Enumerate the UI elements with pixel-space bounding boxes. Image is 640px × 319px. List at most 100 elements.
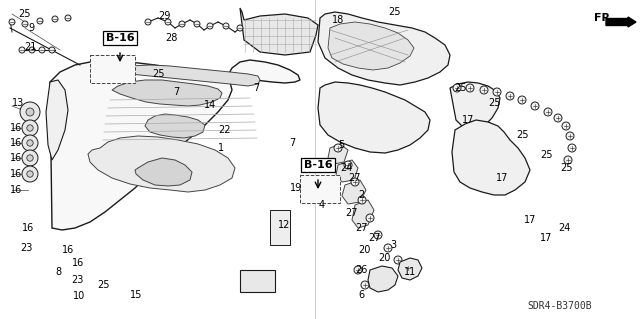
- Text: 5: 5: [338, 140, 344, 150]
- Polygon shape: [145, 114, 205, 138]
- Circle shape: [29, 47, 35, 53]
- Polygon shape: [135, 158, 192, 186]
- FancyArrow shape: [606, 17, 636, 27]
- Circle shape: [145, 19, 151, 25]
- Circle shape: [568, 144, 576, 152]
- Circle shape: [237, 25, 243, 31]
- Text: 16: 16: [10, 123, 22, 133]
- Circle shape: [27, 140, 33, 146]
- Bar: [300, 175, 340, 203]
- Text: 11: 11: [404, 267, 416, 277]
- Circle shape: [493, 88, 501, 96]
- Text: 20: 20: [358, 245, 371, 255]
- Circle shape: [554, 114, 562, 122]
- Text: 20: 20: [378, 253, 390, 263]
- Circle shape: [22, 120, 38, 136]
- Circle shape: [27, 125, 33, 131]
- Circle shape: [65, 15, 71, 21]
- Text: 28: 28: [165, 33, 177, 43]
- Circle shape: [466, 84, 474, 92]
- Text: 14: 14: [204, 100, 216, 110]
- Polygon shape: [352, 200, 374, 228]
- Circle shape: [22, 21, 28, 27]
- Polygon shape: [50, 60, 300, 230]
- Text: 16: 16: [22, 223, 35, 233]
- Bar: [90, 55, 135, 83]
- Circle shape: [19, 47, 25, 53]
- Bar: [240, 270, 275, 292]
- Text: 25: 25: [97, 280, 109, 290]
- Text: 4: 4: [319, 200, 325, 210]
- Circle shape: [22, 166, 38, 182]
- Circle shape: [334, 144, 342, 152]
- Text: 22: 22: [218, 125, 230, 135]
- Circle shape: [404, 264, 412, 272]
- Text: 17: 17: [524, 215, 536, 225]
- Text: B-16: B-16: [106, 33, 134, 43]
- Text: 29: 29: [158, 11, 170, 21]
- Text: 16: 16: [10, 169, 22, 179]
- Text: 19: 19: [290, 183, 302, 193]
- Text: 17: 17: [462, 115, 474, 125]
- Polygon shape: [336, 160, 358, 182]
- Circle shape: [358, 196, 366, 204]
- Circle shape: [480, 86, 488, 94]
- Polygon shape: [368, 266, 398, 292]
- Circle shape: [564, 156, 572, 164]
- Polygon shape: [328, 22, 414, 70]
- Text: 25: 25: [152, 69, 164, 79]
- Text: 7: 7: [253, 83, 259, 93]
- Text: 24: 24: [558, 223, 570, 233]
- Text: 17: 17: [540, 233, 552, 243]
- Circle shape: [194, 21, 200, 27]
- Text: 16: 16: [72, 258, 84, 268]
- Text: 8: 8: [55, 267, 61, 277]
- Text: 25: 25: [516, 130, 529, 140]
- Text: 23: 23: [71, 275, 83, 285]
- Text: 18: 18: [332, 15, 344, 25]
- Circle shape: [49, 47, 55, 53]
- Text: FR.: FR.: [594, 13, 614, 23]
- Text: 27: 27: [355, 223, 367, 233]
- Text: 7: 7: [173, 87, 179, 97]
- Text: 25: 25: [560, 163, 573, 173]
- Polygon shape: [318, 82, 430, 153]
- Circle shape: [453, 84, 461, 92]
- Circle shape: [544, 108, 552, 116]
- Polygon shape: [328, 144, 348, 164]
- Text: 6: 6: [358, 290, 364, 300]
- Circle shape: [351, 178, 359, 186]
- Text: 25: 25: [454, 83, 467, 93]
- Text: 1: 1: [218, 143, 224, 153]
- Text: 17: 17: [496, 173, 508, 183]
- Circle shape: [207, 23, 213, 29]
- Text: 16: 16: [10, 153, 22, 163]
- Text: 25: 25: [388, 7, 401, 17]
- Text: 25: 25: [488, 98, 500, 108]
- Text: 25: 25: [540, 150, 552, 160]
- Circle shape: [374, 231, 382, 239]
- Circle shape: [39, 47, 45, 53]
- Text: 24: 24: [340, 163, 353, 173]
- Circle shape: [52, 16, 58, 22]
- Polygon shape: [452, 120, 530, 195]
- Text: 16: 16: [10, 185, 22, 195]
- Circle shape: [165, 19, 171, 25]
- Circle shape: [9, 19, 15, 25]
- Polygon shape: [88, 136, 235, 192]
- Circle shape: [22, 135, 38, 151]
- Polygon shape: [112, 80, 222, 106]
- Circle shape: [223, 23, 229, 29]
- Text: 13: 13: [12, 98, 24, 108]
- Circle shape: [366, 214, 374, 222]
- Polygon shape: [450, 82, 500, 130]
- Circle shape: [354, 266, 362, 274]
- Circle shape: [394, 256, 402, 264]
- Circle shape: [26, 108, 34, 116]
- Circle shape: [37, 18, 43, 24]
- Text: 16: 16: [10, 138, 22, 148]
- Text: 16: 16: [62, 245, 74, 255]
- Text: B-16: B-16: [304, 160, 332, 170]
- Circle shape: [566, 132, 574, 140]
- Polygon shape: [398, 258, 422, 280]
